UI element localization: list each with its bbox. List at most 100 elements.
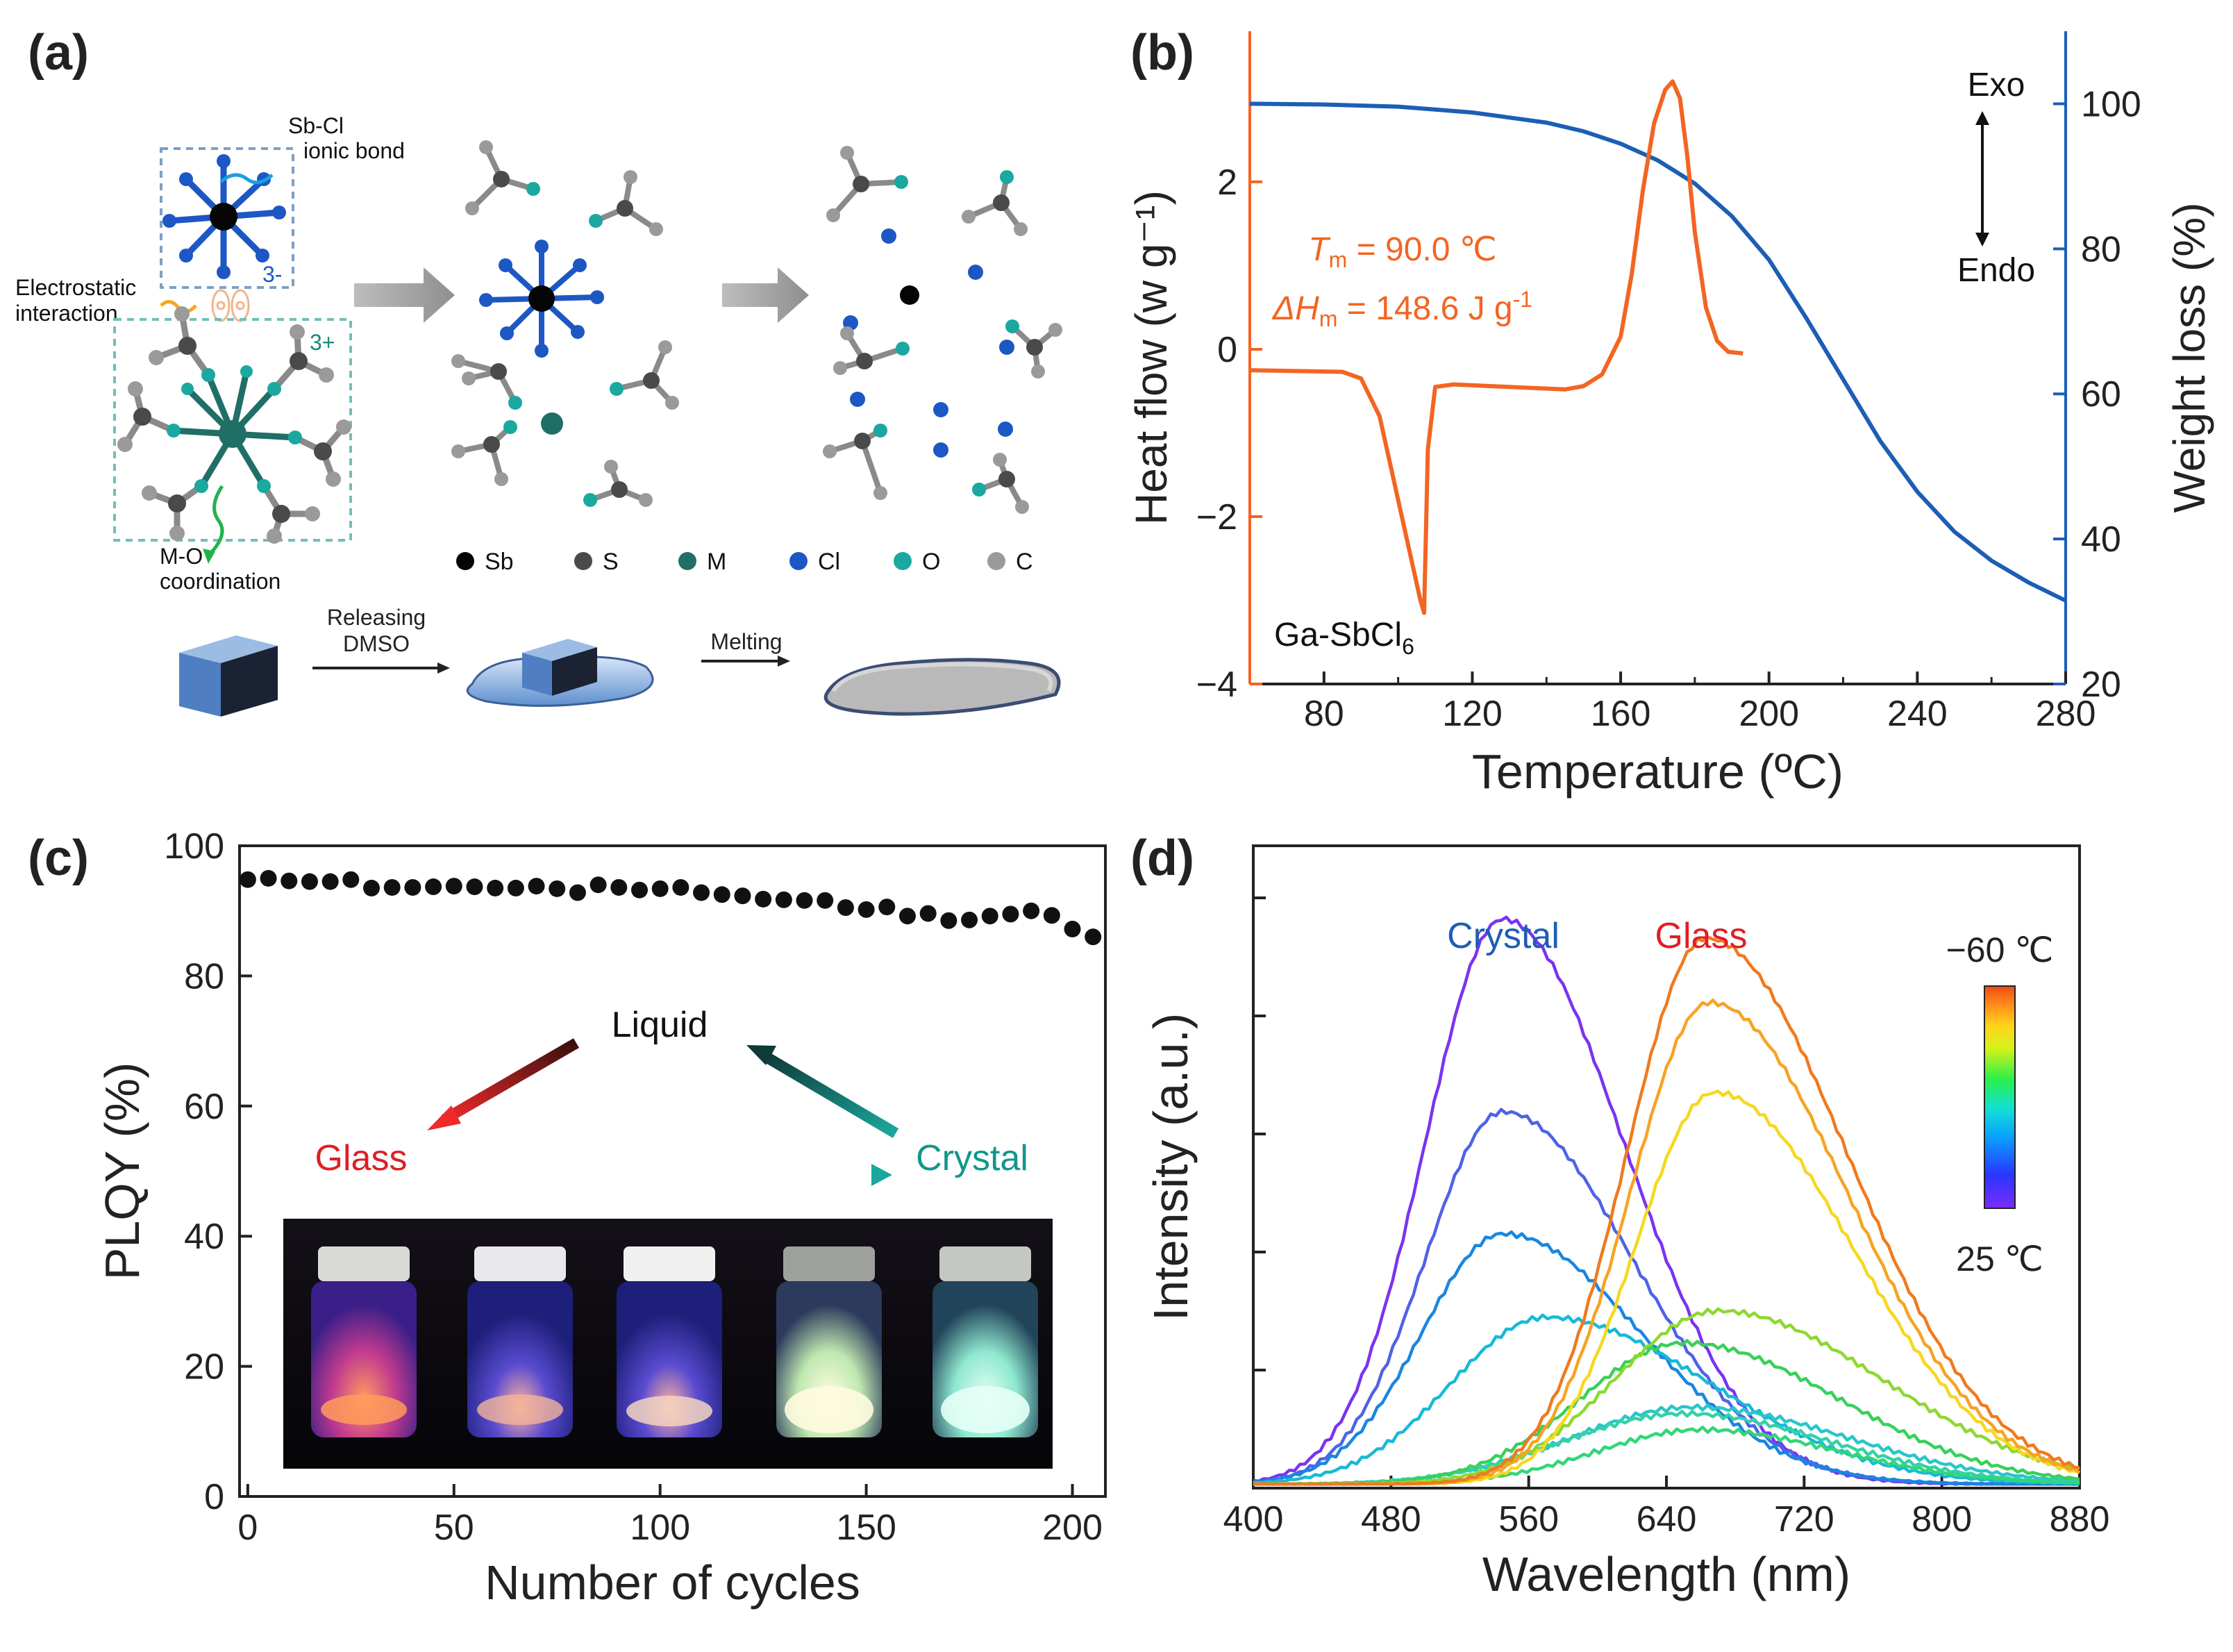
crystal-to-liquid-arrow — [746, 1045, 899, 1138]
inset-crystal-label: Crystal — [916, 1138, 1028, 1178]
c-x-axis-title: Number of cycles — [485, 1555, 860, 1610]
c-y-axis-title: PLQY (%) — [95, 1062, 149, 1280]
electrostatic-orbitals-icon — [211, 289, 250, 322]
releasing-arrow-head — [437, 662, 450, 674]
c-data-point — [321, 873, 339, 890]
c-data-point — [445, 878, 462, 895]
d-crystal-label: Crystal — [1447, 916, 1559, 956]
legend-atom-m-label: M — [707, 549, 726, 575]
c-data-point — [981, 908, 998, 925]
b-sample-label: Ga-SbCl6 — [1274, 617, 1414, 659]
c-x-tick-label: 0 — [237, 1508, 258, 1548]
b-right-tick-label: 20 — [2081, 665, 2121, 705]
b-tm-annotation: Tm = 90.0 ℃ — [1308, 231, 1496, 272]
sbcl-bond-label-line1: Sb-Cl — [288, 113, 344, 138]
b-left-tick-label: −2 — [1196, 497, 1237, 537]
b-right-tick-label: 40 — [2081, 519, 2121, 560]
mo-label-line2: coordination — [160, 569, 281, 594]
c-data-point — [858, 901, 875, 918]
b-weight-loss-curve — [1249, 101, 2067, 603]
c-data-point — [630, 881, 648, 899]
legend-atom-s-label: S — [603, 549, 619, 575]
d-x-axis-title: Wavelength (nm) — [1482, 1547, 1850, 1601]
sbcl-bond-arrow — [219, 173, 274, 185]
schematic-panel: Sb-Cl ionic bond 3- Electrostatic intera… — [15, 113, 1062, 717]
c-data-point — [919, 905, 937, 922]
panel-b-label: (b) — [1130, 25, 1194, 81]
d-x-tick-label: 560 — [1498, 1499, 1559, 1540]
b-x-tick-label: 240 — [1887, 694, 1948, 734]
process-arrow-1 — [354, 267, 455, 323]
d-y-axis-title: Intensity (a.u.) — [1144, 1013, 1198, 1321]
c-data-point — [466, 878, 483, 896]
c-data-point — [425, 878, 442, 896]
b-left-tick-label: 0 — [1217, 330, 1237, 370]
b-right-tick-label: 60 — [2081, 374, 2121, 415]
c-y-tick-label: 100 — [164, 826, 224, 867]
c-data-point — [589, 876, 607, 894]
panel-d-label: (d) — [1130, 831, 1194, 886]
c-data-point — [878, 899, 896, 916]
c-data-point — [281, 872, 298, 890]
d-x-tick-label: 880 — [2050, 1499, 2110, 1540]
cation-box — [113, 318, 352, 542]
process-arrow-2 — [722, 267, 809, 323]
vial-1 — [311, 1246, 417, 1437]
legend-atom-cl-dot — [789, 552, 808, 570]
d-spectrum-curve — [1253, 1313, 2080, 1486]
releasing-label-line1: Releasing — [327, 605, 426, 630]
c-x-tick-label: 150 — [836, 1508, 896, 1548]
b-endo-arrow-head — [1975, 233, 1989, 247]
c-y-tick-label: 80 — [184, 956, 224, 996]
c-data-point — [734, 887, 751, 905]
electrostatic-label-line2: interaction — [15, 301, 118, 326]
c-data-point — [342, 871, 360, 888]
vial-3 — [617, 1246, 722, 1437]
vial-5 — [932, 1246, 1038, 1437]
legend-atom-sb-dot — [456, 552, 474, 570]
d-x-tick-label: 400 — [1223, 1499, 1284, 1540]
legend-atom-c-label: C — [1016, 549, 1033, 575]
b-left-tick-label: 2 — [1217, 162, 1237, 203]
sbcl6-anion-model — [162, 154, 286, 279]
c-data-point — [239, 871, 256, 888]
c-data-point — [1085, 928, 1102, 946]
legend-atom-c-dot — [987, 552, 1005, 570]
b-x-tick-label: 280 — [2036, 694, 2096, 734]
d-colorbar-bottom-label: 25 ℃ — [1956, 1240, 2043, 1278]
c-y-tick-label: 0 — [204, 1477, 224, 1517]
c-y-tick-label: 20 — [184, 1347, 224, 1387]
c-data-point — [383, 878, 401, 896]
d-spectrum-curve — [1253, 1108, 2080, 1486]
b-dh-annotation: ΔHm = 148.6 J g-1 — [1272, 287, 1532, 331]
d-glass-label: Glass — [1655, 916, 1748, 956]
melt-puddle — [823, 658, 1061, 716]
panel-b-chart: 80 120 160 200 240 280 −4 −2 0 2 20 40 60 80 100 Temper… — [1126, 31, 2214, 799]
melting-label: Melting — [710, 629, 782, 654]
d-x-tick-label: 480 — [1361, 1499, 1421, 1540]
c-data-point — [301, 873, 318, 890]
panel-c-chart: 0 50 100 150 200 0 20 40 60 80 100 Number of cycles… — [95, 826, 1107, 1610]
cation-charge-label: 3+ — [310, 330, 335, 355]
d-spectrum-curve — [1253, 1410, 2080, 1486]
d-x-tick-label: 720 — [1774, 1499, 1834, 1540]
c-data-point — [755, 890, 772, 908]
panel-c-label: (c) — [28, 831, 89, 886]
c-data-point — [1023, 902, 1040, 919]
panel-a-label: (a) — [28, 25, 89, 81]
c-data-point — [569, 884, 586, 901]
sbcl-bond-label-line2: ionic bond — [303, 138, 405, 163]
c-data-point — [260, 869, 277, 887]
c-data-point — [796, 892, 813, 909]
b-endo-label: Endo — [1957, 252, 2035, 289]
c-data-point — [713, 886, 730, 903]
c-data-point — [961, 911, 978, 928]
legend-atom-sb-label: Sb — [485, 549, 514, 575]
legend-atom-o-label: O — [922, 549, 940, 575]
c-data-point — [1064, 920, 1081, 937]
metal-dmso-cation-model — [117, 306, 351, 544]
b-x-tick-label: 160 — [1591, 694, 1651, 734]
c-x-tick-label: 200 — [1042, 1508, 1103, 1548]
melted-cluster — [823, 146, 1062, 514]
